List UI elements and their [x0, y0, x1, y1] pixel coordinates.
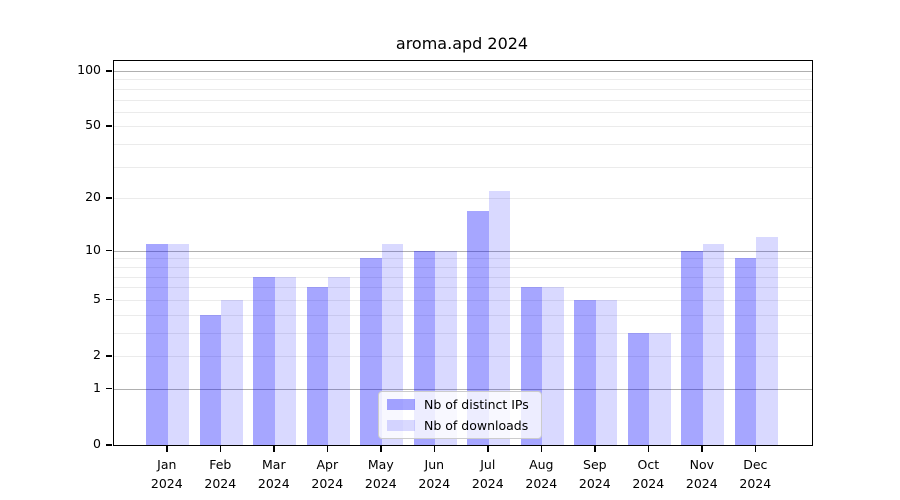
x-tick-oct — [647, 446, 650, 452]
bar-ips-feb — [199, 314, 222, 445]
bar-ips-apr — [306, 287, 329, 445]
plot-area — [113, 60, 813, 446]
chart-title: aroma.apd 2024 — [395, 34, 529, 53]
y-tick-20 — [106, 197, 112, 199]
x-tick-label-may: May 2024 — [364, 457, 397, 491]
bar-downloads-mar — [274, 276, 297, 445]
gridline-minor-5 — [114, 299, 812, 301]
x-tick-dec — [754, 446, 757, 452]
bar-downloads-aug — [542, 287, 564, 445]
x-tick-label-aug: Aug 2024 — [525, 457, 558, 491]
bar-ips-sep — [574, 299, 596, 445]
bar-downloads-feb — [221, 299, 243, 445]
x-tick-label-sep: Sep 2024 — [578, 457, 611, 491]
y-tick-label-50: 50 — [85, 117, 101, 133]
x-tick-nov — [701, 446, 703, 452]
x-tick-sep — [594, 446, 596, 452]
gridline-minor-80 — [114, 88, 812, 90]
bar-downloads-jan — [167, 243, 190, 445]
legend-row-distinct-ips: Nb of distinct IPs — [379, 396, 541, 413]
gridline-major-1 — [114, 388, 812, 390]
y-tick-label-10: 10 — [85, 241, 101, 257]
x-tick-feb — [219, 446, 222, 452]
gridline-minor-30 — [114, 166, 812, 168]
x-tick-mar — [273, 446, 275, 452]
gridline-minor-90 — [114, 79, 812, 81]
gridline-minor-50 — [114, 126, 812, 128]
bar-ips-mar — [253, 276, 275, 445]
x-tick-apr — [326, 446, 329, 452]
x-tick-label-nov: Nov 2024 — [685, 457, 718, 491]
x-tick-may — [380, 446, 382, 452]
gridline-minor-4 — [114, 314, 812, 316]
gridline-minor-7 — [114, 276, 812, 278]
x-tick-label-jun: Jun 2024 — [418, 457, 451, 491]
bar-downloads-dec — [756, 237, 778, 445]
x-tick-label-jan: Jan 2024 — [150, 457, 183, 491]
gridline-minor-40 — [114, 144, 812, 146]
bar-ips-nov — [681, 250, 703, 445]
legend-label-distinct-ips: Nb of distinct IPs — [424, 397, 529, 412]
legend-swatch-downloads — [387, 420, 415, 431]
gridline-minor-6 — [114, 287, 812, 289]
gridline-minor-9 — [114, 258, 812, 260]
y-tick-label-2: 2 — [93, 347, 101, 362]
y-tick-label-20: 20 — [85, 189, 101, 205]
bar-downloads-sep — [595, 299, 618, 445]
y-tick-label-0: 0 — [93, 436, 101, 451]
bar-ips-jan — [146, 243, 168, 445]
x-tick-jun — [433, 446, 436, 452]
x-tick-label-feb: Feb 2024 — [204, 457, 237, 491]
y-tick-1 — [106, 387, 112, 390]
y-tick-50 — [106, 125, 112, 127]
bar-downloads-nov — [702, 243, 725, 445]
bar-downloads-jul — [488, 190, 511, 445]
y-tick-2 — [106, 355, 112, 357]
gridline-major-10 — [114, 250, 812, 252]
gridline-major-100 — [114, 71, 812, 72]
x-tick-aug — [540, 446, 543, 452]
y-tick-label-1: 1 — [93, 379, 101, 395]
x-tick-label-oct: Oct 2024 — [632, 457, 665, 491]
y-tick-5 — [106, 298, 112, 301]
bar-ips-oct — [627, 332, 650, 445]
gridline-minor-8 — [114, 266, 812, 268]
bar-downloads-apr — [328, 276, 350, 445]
gridline-minor-20 — [114, 198, 812, 200]
y-tick-label-100: 100 — [77, 62, 101, 77]
legend-label-downloads: Nb of downloads — [424, 418, 529, 433]
legend-row-downloads: Nb of downloads — [379, 417, 541, 434]
x-tick-label-apr: Apr 2024 — [311, 457, 344, 491]
gridline-minor-3 — [114, 332, 812, 334]
bar-ips-jul — [467, 210, 489, 445]
x-tick-label-dec: Dec 2024 — [739, 457, 772, 491]
legend: Nb of distinct IPs Nb of downloads — [378, 391, 542, 439]
x-tick-jan — [166, 446, 168, 452]
bar-downloads-oct — [649, 332, 671, 445]
bar-ips-may — [360, 258, 382, 445]
x-tick-label-mar: Mar 2024 — [257, 457, 290, 491]
x-tick-label-jul: Jul 2024 — [471, 457, 504, 491]
y-tick-100 — [106, 70, 112, 72]
y-tick-0 — [106, 444, 112, 446]
bar-ips-dec — [734, 258, 757, 445]
gridline-minor-2 — [114, 356, 812, 357]
legend-swatch-distinct-ips — [387, 399, 415, 410]
gridline-minor-60 — [114, 111, 812, 113]
gridline-minor-70 — [114, 99, 812, 101]
y-tick-label-5: 5 — [93, 290, 101, 306]
x-tick-jul — [487, 446, 489, 452]
y-tick-10 — [106, 249, 112, 252]
